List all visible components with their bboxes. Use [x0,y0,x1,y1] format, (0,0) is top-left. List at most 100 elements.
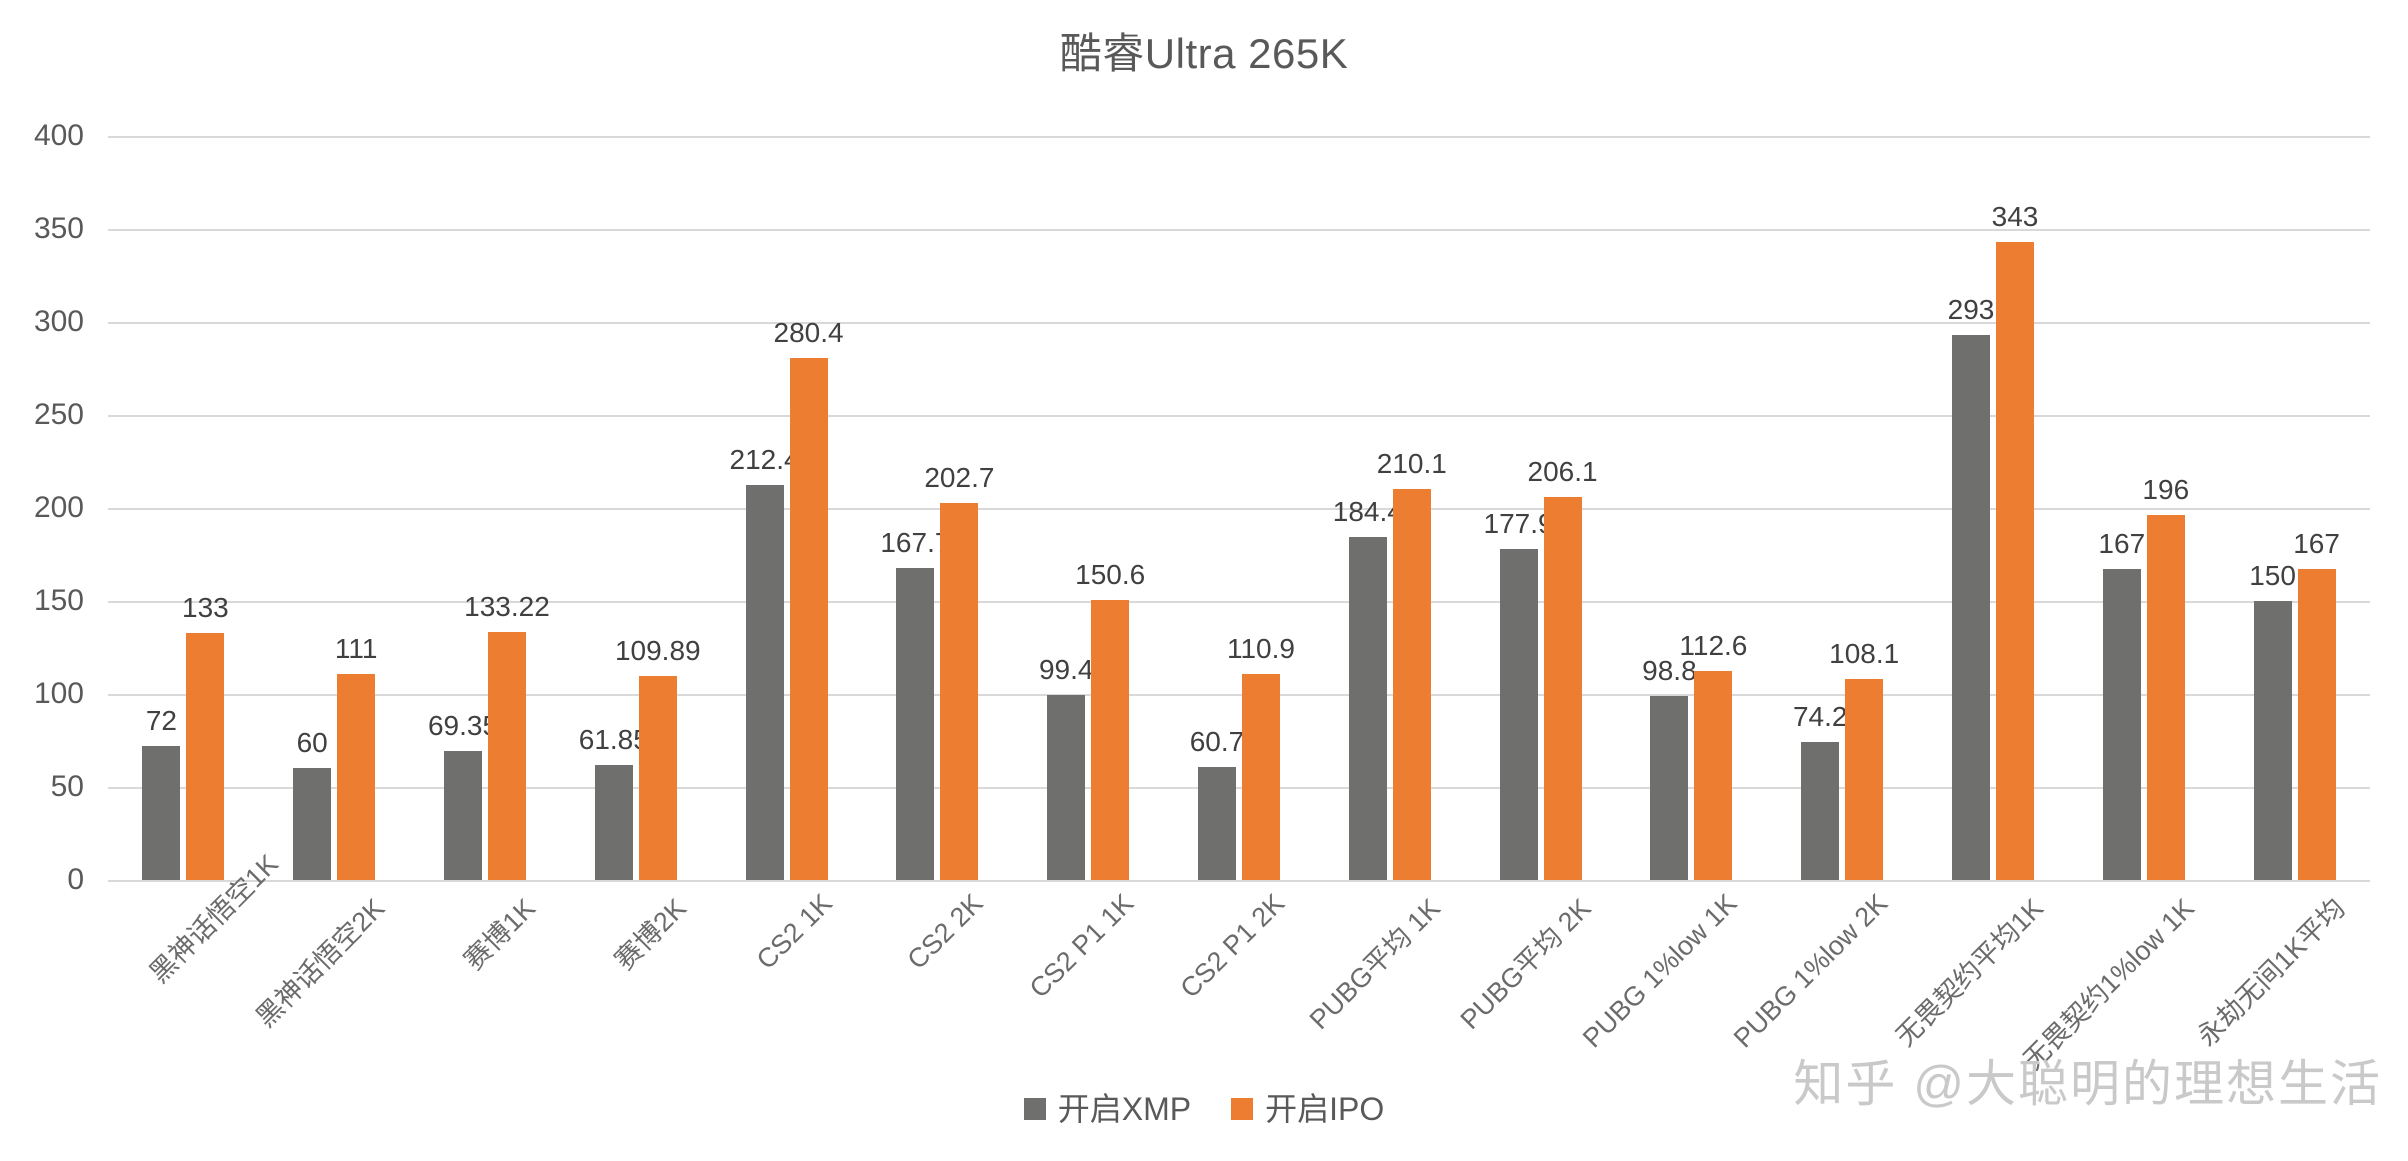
bar-value-label: 196 [2142,474,2190,506]
bar-group: 74.2 108.1 [1767,136,1918,880]
bar-xmp[interactable]: 167 [2098,528,2145,880]
bar-value-label: 72 [145,705,177,737]
y-axis-tick-label: 50 [50,770,84,803]
bar-value-label: 293 [1947,294,1995,326]
gridline [108,694,2370,696]
bar-value-label: 212.4 [729,443,800,475]
legend-swatch-icon [1023,1098,1046,1120]
bar-group: 98.8 112.6 [1616,136,1767,880]
bar-value-label: 150 [2249,560,2296,591]
bar-xmp[interactable]: 167.7 [880,527,950,880]
bar-xmp[interactable]: 99.4 [1039,654,1093,880]
bar-ipo[interactable]: 133.22 [464,591,550,880]
bar-group: 72 133 [108,136,259,880]
y-axis-tick-label: 100 [33,677,84,710]
bar-ipo[interactable]: 206.1 [1528,456,1598,880]
y-axis: 400 350 300 250 200 150 100 50 0 [0,119,96,896]
y-axis-tick-label: 250 [33,398,84,431]
bar-ipo[interactable]: 111 [335,633,377,880]
bar-value-label: 206.1 [1527,455,1598,487]
bar-xmp[interactable]: 60.7 [1190,726,1244,880]
bar-value-label: 167.7 [880,527,951,559]
bar-xmp[interactable]: 150 [2249,560,2296,880]
bar-group: 167.7 202.7 [862,136,1013,880]
legend-item-ipo[interactable]: 开启IPO [1231,1090,1384,1128]
y-axis-tick-label: 200 [33,491,84,524]
bar-value-label: 167 [2293,528,2340,560]
bar-value-label: 210.1 [1376,448,1447,480]
bar-xmp[interactable]: 60 [293,727,332,880]
bar-xmp[interactable]: 98.8 [1642,655,1697,880]
bar-value-label: 150.6 [1075,558,1146,590]
gridline [108,415,2370,417]
bar-value-label: 133 [182,591,229,623]
bar-value-label: 99.4 [1038,654,1094,686]
bar-group: 60.7 110.9 [1164,136,1315,880]
bar-ipo[interactable]: 133 [182,592,229,880]
bar-group: 99.4 150.6 [1013,136,1164,880]
gridline [108,322,2370,324]
bar-ipo[interactable]: 109.89 [615,635,701,880]
y-axis-tick-label: 0 [67,863,84,896]
bar-group: 61.85 109.89 [560,136,711,880]
bar-ipo[interactable]: 167 [2293,528,2340,880]
bar-group: 60 111 [259,136,410,880]
y-axis-tick-label: 150 [33,584,84,617]
gridline [108,787,2370,789]
bar-ipo[interactable]: 108.1 [1829,638,1899,880]
bar-value-label: 202.7 [924,461,995,493]
bar-xmp[interactable]: 69.35 [428,710,498,880]
bar-xmp[interactable]: 74.2 [1793,701,1847,880]
legend-item-label: 开启XMP [1057,1091,1192,1127]
bar-value-label: 280.4 [773,317,844,349]
bar-xmp[interactable]: 61.85 [579,724,649,880]
chart-title: 酷睿Ultra 265K [1059,30,1349,77]
bar-xmp[interactable]: 212.4 [730,444,800,880]
bar-value-label: 60.7 [1189,726,1245,758]
bar-value-label: 167 [2098,528,2146,560]
bar-value-label: 74.2 [1792,701,1848,732]
y-axis-tick-label: 400 [33,119,84,152]
gridline [108,880,2370,882]
y-axis-tick-label: 300 [33,305,84,338]
x-axis-tick-label: 黑神话悟空1K [143,848,284,989]
bar-group: 69.35 133.22 [410,136,561,880]
bar-ipo[interactable]: 196 [2142,474,2189,880]
bar-ipo[interactable]: 343 [1992,201,2038,880]
bar-value-label: 111 [334,632,378,664]
legend-item-label: 开启IPO [1265,1091,1385,1127]
bar-value-label: 98.8 [1642,655,1697,687]
bar-group: 293 343 [1918,136,2069,880]
bar-group: 184.4 210.1 [1314,136,1465,880]
bar-value-label: 108.1 [1829,637,1900,669]
bars-layer: 72 133 60 111 69.35 133.22 61.85 109.89 212.4 280… [108,136,2370,880]
gridline [108,229,2370,231]
bar-ipo[interactable]: 150.6 [1075,559,1145,880]
bar-value-label: 69.35 [427,710,499,742]
bar-ipo[interactable]: 202.7 [924,462,994,880]
bar-value-label: 109.89 [614,634,701,666]
bar-group: 212.4 280.4 [711,136,862,880]
bar-xmp[interactable]: 72 [142,705,181,880]
bar-value-label: 343 [1991,201,2039,233]
bar-xmp[interactable]: 293 [1948,294,1994,880]
chart-legend: 开启XMP 开启IPO [0,1090,2408,1128]
legend-item-xmp[interactable]: 开启XMP [1023,1090,1192,1128]
plot-area: 72 133 60 111 69.35 133.22 61.85 109.89 212.4 280… [108,136,2370,882]
gridline [108,508,2370,510]
x-axis: 黑神话悟空1K 黑神话悟空2K 赛博1K 赛博2K CS2 1K CS2 2K CS2 P1… [108,848,2370,1076]
gridline [108,601,2370,603]
bar-ipo[interactable]: 210.1 [1377,448,1447,880]
bar-value-label: 133.22 [464,591,550,623]
y-axis-tick-label: 350 [33,212,84,245]
bar-group: 150 167 [2219,136,2370,880]
bar-xmp[interactable]: 177.9 [1484,508,1554,880]
bar-value-label: 61.85 [578,723,649,755]
bar-ipo[interactable]: 110.9 [1227,633,1295,880]
bar-value-label: 177.9 [1483,508,1554,540]
bar-ipo[interactable]: 280.4 [774,317,844,880]
bar-xmp[interactable]: 184.4 [1333,496,1403,880]
bar-ipo[interactable]: 112.6 [1679,630,1747,880]
bar-group: 177.9 206.1 [1465,136,1616,880]
